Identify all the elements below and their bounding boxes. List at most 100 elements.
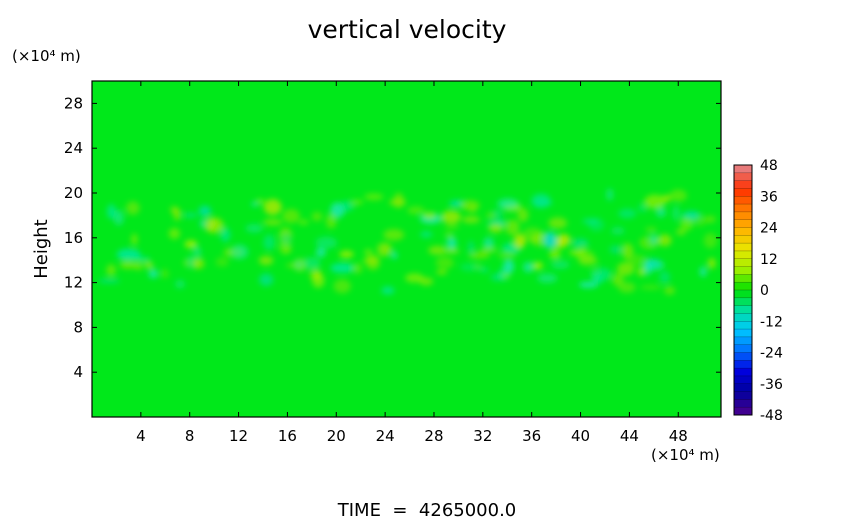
colorbar-swatch — [734, 329, 752, 338]
colorbar-swatch — [734, 165, 752, 174]
field-cell — [551, 260, 570, 269]
field-cell — [483, 237, 494, 250]
field-cell — [609, 245, 623, 254]
field-cell — [501, 273, 511, 279]
field-cell — [315, 247, 326, 258]
colorbar-swatch — [734, 266, 752, 275]
y-tick-label: 4 — [73, 363, 83, 381]
field-cell — [312, 273, 325, 288]
field-cell — [352, 262, 363, 274]
y-tick-label: 12 — [64, 274, 83, 292]
field-cell — [251, 201, 259, 207]
colorbar-swatch — [734, 274, 752, 283]
field-feature — [532, 261, 543, 270]
field-cell — [644, 194, 666, 209]
colorbar-swatch — [734, 305, 752, 314]
field-cell — [263, 199, 282, 215]
y-tick-label: 24 — [64, 139, 83, 157]
field-cell — [422, 211, 437, 220]
x-tick-label: 16 — [278, 427, 297, 445]
field-cell — [168, 227, 181, 240]
field-feature — [116, 248, 141, 261]
field-cell — [364, 193, 384, 201]
field-cell — [657, 234, 672, 247]
field-cell — [311, 211, 323, 222]
field-cell — [611, 273, 624, 287]
field-cell — [441, 210, 461, 224]
colorbar-swatch — [734, 219, 752, 228]
field-cell — [669, 189, 687, 202]
field-cell — [590, 267, 612, 281]
colorbar-swatch — [734, 313, 752, 322]
field-cell — [325, 213, 337, 229]
field-cell — [485, 212, 496, 219]
colorbar-swatch — [734, 250, 752, 260]
field-cell — [467, 240, 475, 255]
x-tick-label: 24 — [376, 427, 395, 445]
field-cell — [191, 257, 205, 270]
field-cell — [106, 264, 116, 277]
colorbar-tick-label: 12 — [760, 252, 778, 268]
field-cell — [119, 260, 137, 270]
colorbar-swatch — [734, 399, 752, 408]
field-cell — [135, 256, 151, 262]
field-cell — [505, 219, 520, 236]
field-cell — [444, 224, 460, 229]
field-cell — [259, 273, 274, 286]
colorbar-swatch — [734, 172, 752, 182]
field-cell — [113, 210, 124, 226]
field-cell — [405, 273, 424, 283]
field-cell — [350, 199, 364, 205]
x-tick-label: 28 — [424, 427, 443, 445]
field-cell — [675, 228, 686, 236]
y-axis-label: Height — [31, 219, 52, 279]
colorbar-swatch — [734, 352, 752, 361]
field-cell — [160, 268, 169, 279]
field-cell — [420, 230, 433, 238]
field-cell — [125, 201, 140, 215]
field-cell — [295, 260, 302, 269]
field-cell — [637, 203, 648, 213]
colorbar-swatch — [734, 407, 752, 416]
field-cell — [383, 228, 405, 241]
field-cell — [215, 256, 229, 267]
field-cell — [365, 255, 378, 264]
field-cell — [497, 198, 519, 210]
colorbar-swatch — [734, 297, 752, 307]
field-cell — [627, 254, 648, 267]
colorbar-swatch — [734, 258, 752, 268]
field-cell — [170, 206, 178, 213]
colorbar-swatch — [734, 344, 752, 353]
field-cell — [497, 252, 517, 259]
colorbar-swatch — [734, 196, 752, 205]
field-cell — [428, 245, 447, 255]
colorbar-swatch — [734, 368, 752, 377]
colorbar-swatch — [734, 360, 752, 369]
field-cell — [281, 233, 292, 245]
x-tick-label: 8 — [185, 427, 195, 445]
x-axis-ticks: 4 8 12 16 20 24 28 32 36 40 44 48 — [136, 81, 688, 445]
colorbar-tick-label: -36 — [760, 377, 783, 393]
field-cell — [531, 193, 551, 208]
field-cell — [582, 218, 599, 225]
colorbar-swatch — [734, 375, 752, 385]
field-cell — [478, 267, 490, 273]
field-cell — [637, 267, 646, 277]
field-cell — [182, 212, 198, 218]
field-cell — [98, 278, 121, 283]
field-cell — [513, 233, 526, 249]
colorbar-swatch — [734, 204, 752, 213]
colorbar-frame — [733, 164, 753, 416]
x-tick-label: 40 — [571, 427, 590, 445]
field-cell — [444, 249, 460, 254]
field-cell — [459, 200, 480, 211]
field-cell — [703, 232, 718, 249]
field-cell — [649, 234, 658, 246]
field-cell — [174, 279, 186, 289]
field-cell — [549, 249, 561, 260]
colorbar-tick-label: 36 — [760, 189, 778, 205]
plot-frame — [91, 80, 722, 418]
field-cell — [144, 262, 154, 269]
field-cell — [407, 206, 425, 215]
